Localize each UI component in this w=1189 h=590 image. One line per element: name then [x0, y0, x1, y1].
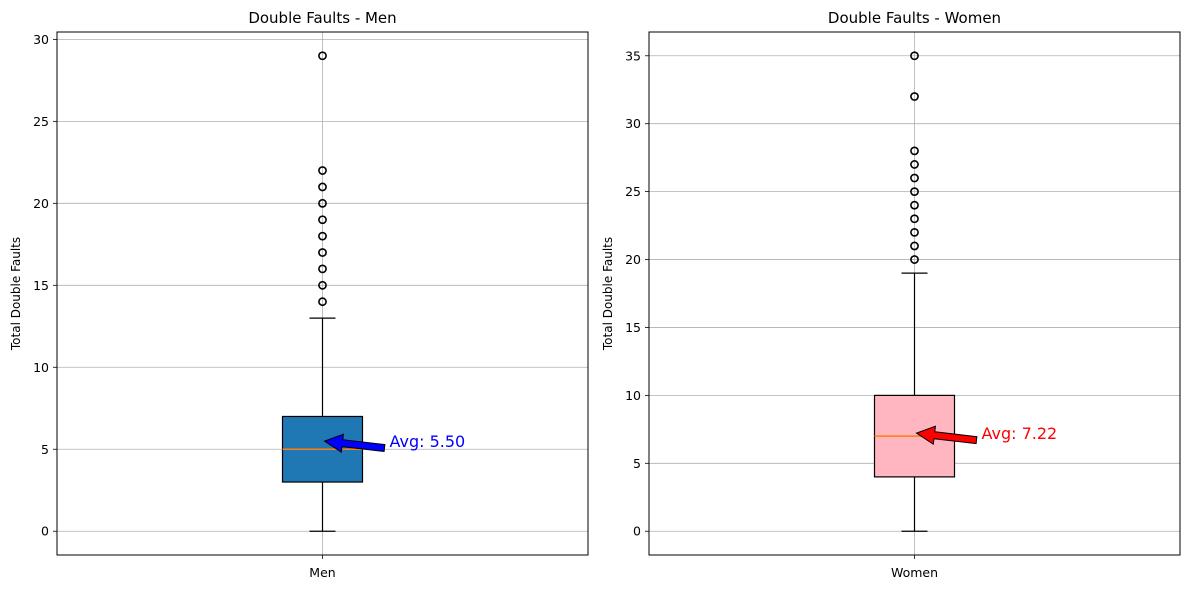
women-x-tick-label: Women [891, 565, 938, 580]
men-axes-frame [56, 31, 589, 556]
men-outlier-point [318, 51, 327, 61]
women-outlier-point [910, 255, 919, 264]
women-outlier-point [910, 214, 919, 224]
women-y-axis-label: Total Double Faults [601, 237, 615, 351]
men-outlier-point [318, 248, 327, 257]
women-outlier-point [910, 241, 919, 251]
women-chart-panel: Double Faults - Women Total Double Fault… [601, 9, 1181, 580]
men-y-tick-label: 15 [33, 278, 49, 293]
men-outlier-point [318, 215, 327, 225]
women-y-tick-label: 5 [633, 456, 641, 471]
women-outlier-point [910, 200, 919, 210]
men-annotation-text: Avg: 5.50 [390, 432, 466, 451]
women-axes-frame [648, 31, 1181, 556]
men-outlier-point [318, 264, 327, 274]
men-annotation-arrow [323, 433, 386, 453]
women-y-tick-label: 35 [625, 48, 641, 63]
women-outlier-point [910, 187, 919, 197]
women-y-tick-label: 30 [625, 116, 641, 131]
women-annotation-text: Avg: 7.22 [982, 424, 1058, 443]
men-y-tick-label: 5 [41, 442, 49, 457]
men-outlier-point [318, 166, 327, 175]
women-y-tick-label: 0 [633, 524, 641, 539]
men-x-tick-label: Men [309, 565, 335, 580]
men-y-axis-label: Total Double Faults [9, 237, 23, 351]
women-chart-title: Double Faults - Women [828, 9, 1001, 27]
women-y-tick-label: 15 [625, 320, 641, 335]
women-annotation-arrow [915, 425, 978, 446]
men-boxplot [281, 51, 364, 532]
women-outlier-point [910, 173, 919, 183]
women-outlier-point [910, 51, 919, 61]
men-y-tick-label: 0 [41, 524, 49, 539]
men-chart-title: Double Faults - Men [248, 9, 396, 27]
men-outlier-point [318, 280, 327, 290]
women-outlier-point [910, 160, 919, 169]
women-y-tick-label: 20 [625, 252, 641, 267]
men-outlier-point [318, 297, 327, 307]
women-outlier-point [910, 146, 919, 156]
men-y-tick-label: 20 [33, 196, 49, 211]
women-y-tick-label: 25 [625, 184, 641, 199]
men-chart-panel: Double Faults - Men Total Double Faults … [9, 9, 589, 580]
men-y-tick-label: 30 [33, 32, 49, 47]
men-outlier-point [318, 231, 327, 241]
women-outlier-point [910, 227, 919, 237]
men-y-tick-label: 25 [33, 114, 49, 129]
men-y-tick-label: 10 [33, 360, 49, 375]
men-outlier-point [318, 182, 327, 192]
men-outlier-point [318, 198, 327, 208]
women-y-tick-label: 10 [625, 388, 641, 403]
women-outlier-point [910, 92, 919, 101]
